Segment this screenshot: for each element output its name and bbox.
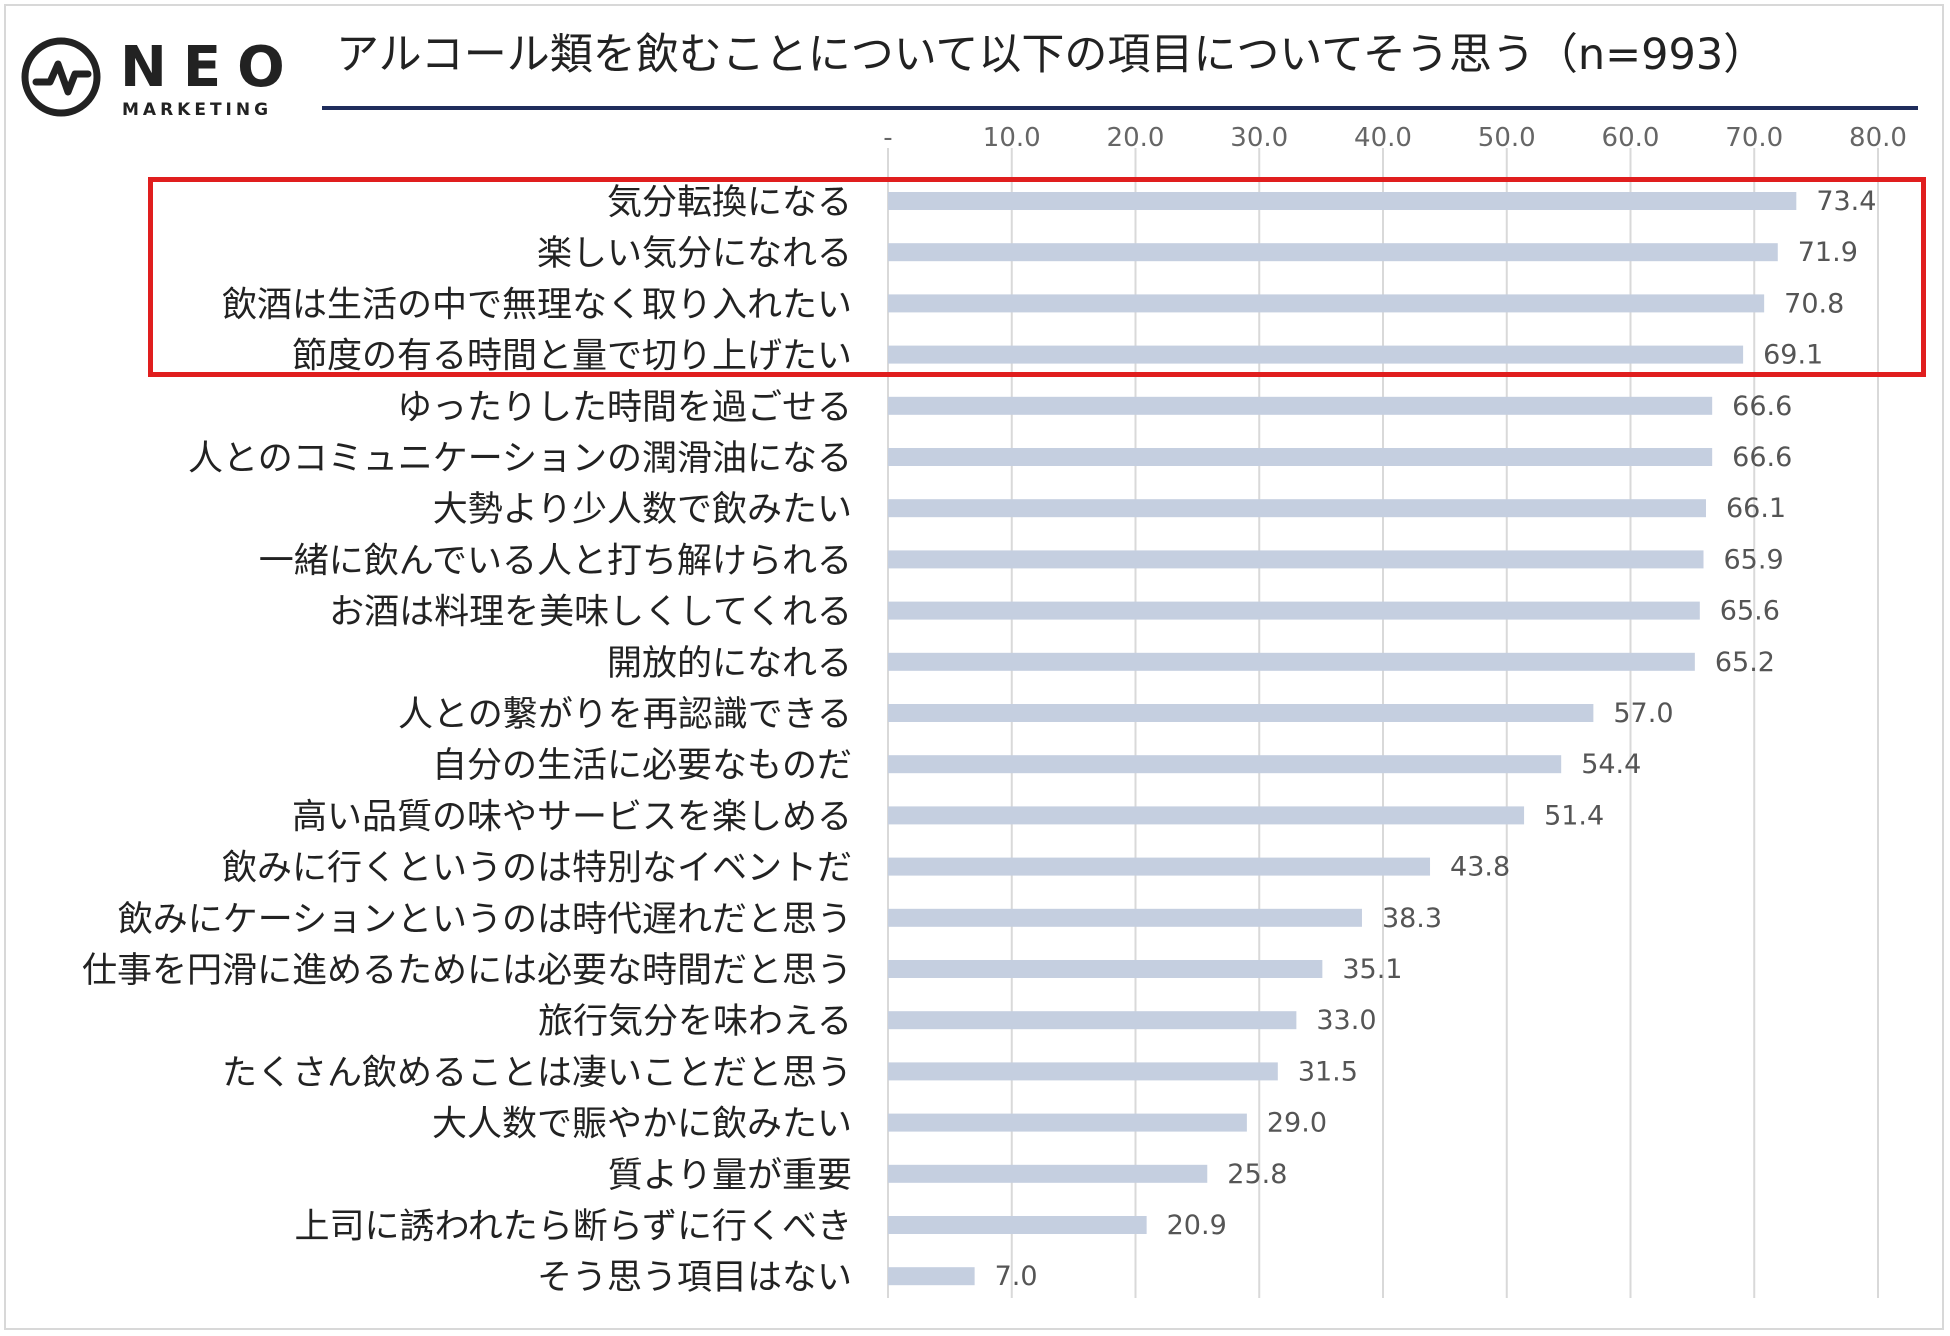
category-label: 気分転換になる bbox=[607, 183, 852, 223]
data-label: 31.5 bbox=[1298, 1056, 1358, 1087]
category-label: お酒は料理を美味しくしてくれる bbox=[329, 593, 852, 633]
category-label: 節度の有る時間と量で切り上げたい bbox=[292, 337, 852, 377]
category-label: たくさん飲めることは凄いことだと思う bbox=[222, 1053, 852, 1093]
data-label: 33.0 bbox=[1316, 1005, 1376, 1036]
bar bbox=[888, 243, 1778, 262]
data-label: 66.1 bbox=[1726, 493, 1786, 524]
category-label: 仕事を円滑に進めるためには必要な時間だと思う bbox=[82, 951, 852, 991]
x-tick-label: 50.0 bbox=[1478, 123, 1536, 153]
bar bbox=[888, 550, 1704, 569]
data-label: 65.9 bbox=[1724, 544, 1784, 575]
bar bbox=[888, 704, 1594, 722]
logo-subtitle: MARKETING bbox=[122, 100, 273, 120]
bar bbox=[888, 1216, 1147, 1234]
chart-title: アルコール類を飲むことについて以下の項目についてそう思う（n=993） bbox=[336, 30, 1767, 80]
category-label: 高い品質の味やサービスを楽しめる bbox=[292, 797, 852, 837]
data-label: 66.6 bbox=[1732, 391, 1792, 422]
pulse-logo-icon bbox=[21, 37, 101, 117]
bar bbox=[888, 192, 1797, 210]
data-label: 71.9 bbox=[1798, 237, 1858, 268]
bar bbox=[888, 1113, 1247, 1132]
logo-wordmark: NEO bbox=[120, 35, 301, 100]
bar bbox=[888, 908, 1362, 927]
data-label: 7.0 bbox=[995, 1261, 1038, 1292]
data-label: 54.4 bbox=[1581, 749, 1641, 780]
category-label: ゆったりした時間を過ごせる bbox=[397, 388, 852, 428]
category-label: 自分の生活に必要なものだ bbox=[432, 746, 852, 786]
category-label: 楽しい気分になれる bbox=[537, 234, 852, 274]
data-label: 20.9 bbox=[1167, 1210, 1227, 1241]
data-label: 73.4 bbox=[1816, 186, 1876, 217]
category-label: 飲酒は生活の中で無理なく取り入れたい bbox=[222, 285, 852, 325]
data-label: 38.3 bbox=[1382, 903, 1442, 934]
bar bbox=[888, 652, 1695, 671]
x-tick-label: - bbox=[883, 123, 892, 153]
bar bbox=[888, 601, 1700, 620]
bar bbox=[888, 294, 1765, 313]
data-label: 66.6 bbox=[1732, 442, 1792, 473]
chart-frame bbox=[4, 4, 1944, 1330]
category-label: そう思う項目はない bbox=[537, 1258, 852, 1298]
category-label: 質より量が重要 bbox=[608, 1156, 852, 1196]
category-label: 上司に誘われたら断らずに行くべき bbox=[294, 1207, 852, 1247]
bar bbox=[888, 806, 1525, 825]
bar bbox=[888, 1267, 975, 1286]
category-label: 人とのコミュニケーションの潤滑油になる bbox=[188, 439, 852, 479]
category-label: 開放的になれる bbox=[607, 644, 852, 684]
data-label: 69.1 bbox=[1763, 340, 1823, 371]
data-label: 70.8 bbox=[1784, 288, 1844, 319]
category-label: 大勢より少人数で飲みたい bbox=[433, 490, 852, 530]
data-label: 65.6 bbox=[1720, 596, 1780, 627]
x-tick-label: 10.0 bbox=[983, 123, 1041, 153]
data-label: 25.8 bbox=[1227, 1159, 1287, 1190]
bar bbox=[888, 396, 1713, 415]
x-tick-label: 80.0 bbox=[1849, 123, 1907, 153]
title-underline bbox=[322, 106, 1918, 110]
x-tick-label: 70.0 bbox=[1725, 123, 1783, 153]
data-label: 65.2 bbox=[1715, 647, 1775, 678]
data-label: 51.4 bbox=[1544, 800, 1604, 831]
bar bbox=[888, 960, 1323, 978]
bar bbox=[888, 857, 1431, 876]
category-label: 一緒に飲んでいる人と打ち解けられる bbox=[259, 541, 852, 581]
neo-marketing-logo: NEO MARKETING bbox=[20, 36, 285, 126]
bar bbox=[888, 499, 1706, 518]
x-tick-label: 60.0 bbox=[1602, 123, 1660, 153]
bar bbox=[888, 448, 1713, 466]
bar bbox=[888, 1164, 1208, 1183]
data-label: 43.8 bbox=[1450, 852, 1510, 883]
category-label: 旅行気分を味わえる bbox=[538, 1002, 852, 1042]
category-label: 飲みにケーションというのは時代遅れだと思う bbox=[118, 900, 852, 940]
bar bbox=[888, 345, 1744, 364]
data-label: 35.1 bbox=[1342, 954, 1402, 985]
category-label: 大人数で賑やかに飲みたい bbox=[432, 1105, 852, 1145]
x-tick-label: 30.0 bbox=[1230, 123, 1288, 153]
category-label: 飲みに行くというのは特別なイベントだ bbox=[222, 849, 852, 889]
category-label: 人との繋がりを再認識できる bbox=[398, 695, 852, 735]
bar bbox=[888, 755, 1562, 774]
bar bbox=[888, 1011, 1297, 1030]
bar bbox=[888, 1062, 1278, 1081]
x-tick-label: 40.0 bbox=[1354, 123, 1412, 153]
data-label: 29.0 bbox=[1267, 1108, 1327, 1139]
data-label: 57.0 bbox=[1613, 698, 1673, 729]
x-tick-label: 20.0 bbox=[1107, 123, 1165, 153]
